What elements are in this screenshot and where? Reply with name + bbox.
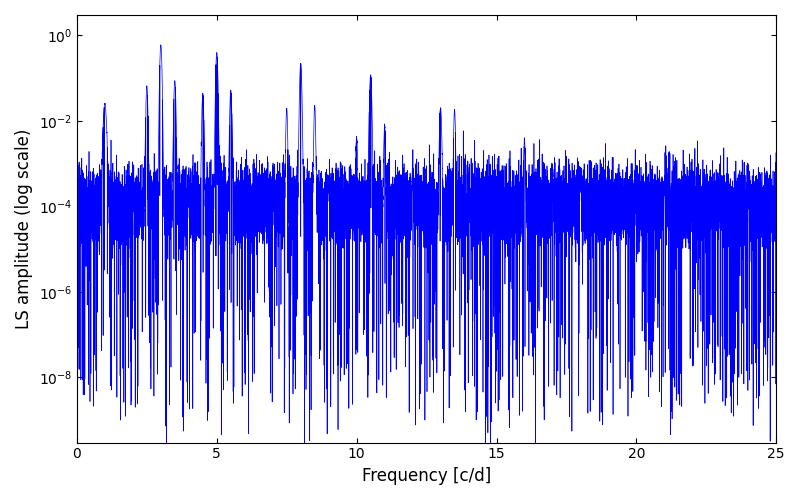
Y-axis label: LS amplitude (log scale): LS amplitude (log scale) <box>15 128 33 329</box>
X-axis label: Frequency [c/d]: Frequency [c/d] <box>362 467 491 485</box>
